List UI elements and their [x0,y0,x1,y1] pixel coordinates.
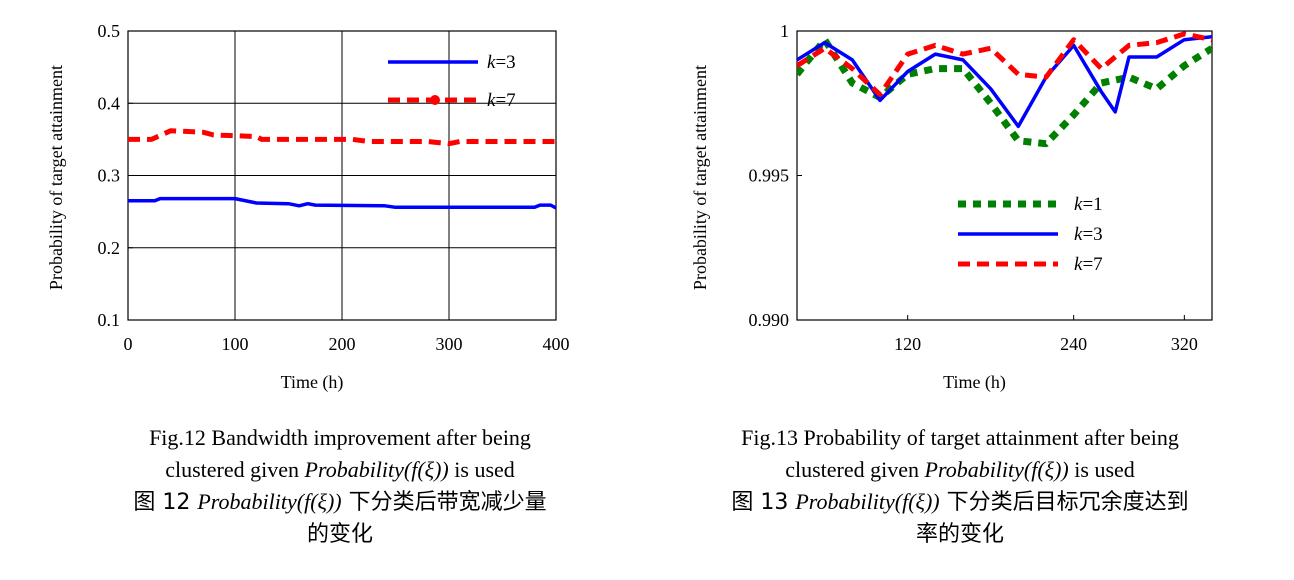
fig12-y-tick-label: 0.1 [98,310,121,330]
fig13-caption-en-math: Probability(f(ξ)) [924,457,1069,482]
fig13-y-tick-label: 0.995 [749,166,790,186]
fig12-caption-zh-label: 图 12 [133,490,198,515]
fig13-y-tick-label: 0.990 [749,310,790,330]
fig13-plot-frame [796,30,1213,321]
fig12-legend-label-value: =3 [495,52,515,73]
fig13-y-axis-label: Probability of target attainment [690,65,710,290]
fig12-x-tick-label: 0 [124,334,133,354]
fig12-legend-label-value: =7 [495,90,515,111]
fig12-x-tick-label: 100 [222,334,249,354]
fig12-caption-zh-line1: 图 12 Probability(f(ξ)) 下分类后带宽减少量 [20,486,660,519]
fig13-caption-en-line1: Fig.13 Probability of target attainment … [741,425,1179,450]
fig12-series-line-k3 [128,196,556,210]
fig12-legend-label-k7: k=7 [487,90,516,111]
fig13-series-line-k1 [797,36,1212,148]
fig12-caption-zh-math: Probability(f(ξ)) [197,489,342,514]
fig13-legend-label-value: =7 [1082,254,1102,275]
fig12-x-tick-label: 200 [329,334,356,354]
fig12-caption-zh-text: 下分类后带宽减少量 [341,490,547,515]
fig12-caption-zh-line2: 的变化 [306,522,373,547]
fig12-x-tick-label: 400 [543,334,570,354]
fig13-caption-zh-math: Probability(f(ξ)) [795,489,940,514]
fig12-legend-label-var: k [487,90,496,111]
fig13-legend-label-var: k [1074,224,1083,245]
fig13-legend-label-value: =1 [1082,194,1102,215]
fig13-caption-en-line2: clustered given Probability(f(ξ)) is use… [640,454,1280,486]
fig12-x-tick-label: 300 [436,334,463,354]
fig13-caption-en-text: clustered given [785,457,925,482]
fig12-caption-en-line1: Fig.12 Bandwidth improvement after being [149,425,531,450]
fig13-chart: 120 240 320 0.990 0.995 1 Time (h) Probability … [690,21,1213,393]
fig12-y-tick-label: 0.5 [98,21,121,41]
fig12-y-tick-label: 0.3 [98,166,121,186]
fig13-legend-label-k3: k=3 [1074,224,1103,245]
fig12-chart: 0 100 200 300 400 0.1 0.2 0.3 0.4 0.5 Time (h) Prob… [46,21,570,393]
fig13-x-axis-label: Time (h) [943,372,1006,393]
fig13-x-tick-label: 240 [1060,334,1087,354]
fig12-caption-en-text: clustered given [165,457,305,482]
fig12-y-tick-label: 0.4 [98,93,121,113]
fig13-caption: Fig.13 Probability of target attainment … [640,422,1280,551]
fig13-legend-label-value: =3 [1082,224,1102,245]
fig13-legend-label-var: k [1074,194,1083,215]
fig13-series-line-k7 [797,31,1212,98]
fig12-caption-en-tail: is used [448,457,515,482]
fig13-legend-label-k1: k=1 [1074,194,1103,215]
fig13-caption-zh-label: 图 13 [731,490,796,515]
fig12-legend-label-k3: k=3 [487,52,516,73]
fig12-caption: Fig.12 Bandwidth improvement after being… [20,422,660,551]
fig12-legend-label-var: k [487,52,496,73]
fig12-series-line-k7 [128,128,556,147]
fig12-caption-en-math: Probability(f(ξ)) [304,457,449,482]
fig13-series-line-k3 [797,35,1212,129]
fig13-x-tick-label: 320 [1171,334,1198,354]
fig12-legend-marker [430,95,440,105]
fig13-legend-label-k7: k=7 [1074,254,1103,275]
fig13-caption-zh-text: 下分类后目标冗余度达到 [939,490,1189,515]
fig12-x-axis-label: Time (h) [281,372,344,393]
fig13-y-tick-label: 1 [780,21,789,41]
fig12-caption-en-line2: clustered given Probability(f(ξ)) is use… [20,454,660,486]
fig13-legend-label-var: k [1074,254,1083,275]
fig13-caption-zh-line2: 率的变化 [915,522,1004,547]
fig12-y-axis-label: Probability of target attainment [46,65,66,290]
fig13-x-tick-label: 120 [894,334,921,354]
fig13-caption-en-tail: is used [1068,457,1135,482]
fig13-caption-zh-line1: 图 13 Probability(f(ξ)) 下分类后目标冗余度达到 [640,486,1280,519]
fig12-y-tick-label: 0.2 [98,238,121,258]
